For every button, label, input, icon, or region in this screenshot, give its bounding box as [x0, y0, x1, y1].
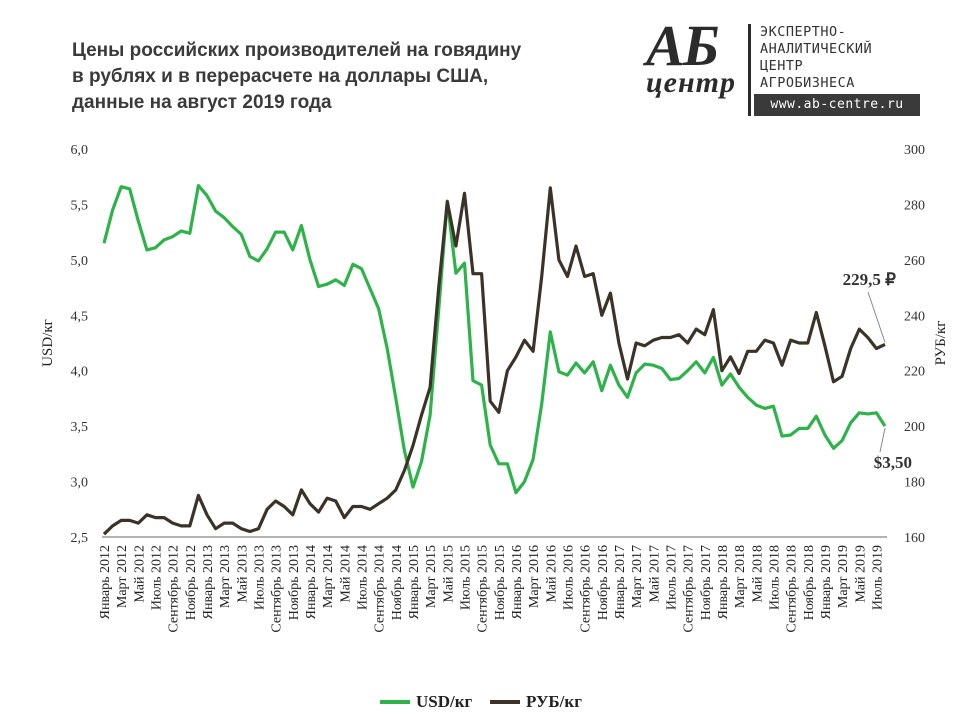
y-left-tick-label: 2,5	[71, 531, 89, 546]
legend-swatch-rub	[490, 700, 520, 704]
x-tick-label: Май 2016	[544, 545, 559, 603]
logo-divider	[748, 24, 751, 116]
x-tick-label: Сентябрь 2014	[373, 545, 388, 633]
series-line-usd	[102, 184, 887, 495]
logo-mark-ab: АБ	[646, 13, 720, 78]
y-right-tick-label: 240	[904, 309, 925, 324]
x-tick-label: Июль 2015	[458, 545, 473, 610]
series-lines	[102, 184, 887, 536]
title-line-3: данные на август 2019 года	[72, 92, 332, 113]
x-tick-label: Ноябрь 2012	[184, 545, 199, 620]
logo-org-line-2: АНАЛИТИЧЕСКИЙ	[760, 41, 873, 57]
anno-rub-last: 229,5 ₽	[843, 270, 897, 289]
legend-label-usd: USD/кг	[416, 692, 473, 711]
y-left-tick-label: 6,0	[71, 143, 89, 158]
logo-org-line-1: ЭКСПЕРТНО-	[760, 24, 847, 40]
x-tick-label: Май 2015	[441, 545, 456, 603]
x-tick-label: Июль 2014	[355, 545, 370, 610]
x-tick-label: Сентябрь 2016	[579, 545, 594, 633]
logo-url[interactable]: www.ab-centre.ru	[754, 94, 920, 116]
x-tick-label: Май 2019	[853, 545, 868, 603]
ab-centre-logo[interactable]: АБ центр ЭКСПЕРТНО- АНАЛИТИЧЕСКИЙ ЦЕНТР …	[640, 13, 930, 118]
y-right-tick-label: 160	[904, 531, 925, 546]
y-axis-right-label: РУБ/кг	[933, 321, 949, 366]
legend-label-rub: РУБ/кг	[526, 692, 582, 711]
logo-org-name: ЭКСПЕРТНО- АНАЛИТИЧЕСКИЙ ЦЕНТР АГРОБИЗНЕ…	[760, 24, 930, 92]
x-tick-label: Июль 2013	[252, 545, 267, 610]
anno-leader-usd	[879, 428, 886, 453]
x-tick-label: Январь 2017	[613, 545, 628, 619]
x-tick-label: Январь 2014	[304, 545, 319, 619]
y-left-tick-label: 4,0	[71, 365, 89, 380]
x-tick-label: Ноябрь 2014	[390, 545, 405, 620]
anno-leader-rub	[867, 291, 886, 343]
x-tick-label: Сентябрь 2015	[476, 545, 491, 633]
x-tick-label: Январь 2019	[819, 545, 834, 619]
x-tick-label: Ноябрь 2013	[287, 545, 302, 620]
x-tick-label: Июль 2017	[664, 545, 679, 610]
x-tick-label: Март 2017	[630, 545, 645, 608]
x-axis-ticks: Январь 2012 Март 2012 Май 2012 Июль 2012 Сен…	[98, 545, 885, 633]
x-tick-label: Май 2012	[132, 545, 147, 603]
x-tick-label: Январь 2016	[510, 545, 525, 619]
y-right-tick-label: 180	[904, 476, 925, 491]
y-right-tick-label: 200	[904, 420, 925, 435]
y-left-tick-label: 3,5	[71, 420, 89, 435]
logo-mark: АБ центр	[640, 13, 745, 114]
series-line-rub	[102, 186, 886, 536]
chart-title: Цены российских производителей на говяди…	[72, 38, 632, 116]
x-tick-label: Сентябрь 2018	[785, 545, 800, 633]
logo-mark-centr: центр	[646, 66, 736, 99]
x-tick-label: Июль 2019	[870, 545, 885, 610]
y-left-tick-label: 3,0	[71, 476, 89, 491]
legend-swatch-usd	[380, 700, 410, 704]
y-right-tick-label: 280	[904, 198, 925, 213]
x-tick-label: Март 2019	[836, 545, 851, 608]
y-axis-right-ticks: 160 180 200 220 240 260 280 300	[904, 143, 925, 546]
y-left-tick-label: 5,0	[71, 254, 89, 269]
x-tick-label: Май 2018	[750, 545, 765, 603]
x-tick-label: Январь 2018	[716, 545, 731, 619]
x-tick-label: Март 2016	[527, 545, 542, 608]
anno-usd-last: $3,50	[874, 453, 912, 472]
y-left-tick-label: 4,5	[71, 309, 89, 324]
legend-item-usd: USD/кг	[380, 688, 472, 716]
x-tick-label: Июль 2018	[767, 545, 782, 610]
y-right-tick-label: 220	[904, 365, 925, 380]
x-tick-label: Март 2012	[115, 545, 130, 608]
x-tick-label: Сентябрь 2012	[167, 545, 182, 633]
title-line-2: в рублях и в перерасчете на доллары США,	[72, 66, 489, 87]
x-tick-label: Май 2017	[647, 545, 662, 603]
x-tick-label: Январь 2012	[98, 545, 113, 619]
x-tick-label: Март 2013	[218, 545, 233, 608]
title-line-1: Цены российских производителей на говяди…	[72, 40, 522, 61]
logo-org-line-4: АГРОБИЗНЕСА	[760, 75, 855, 91]
x-tick-label: Июль 2012	[149, 545, 164, 610]
annotations: 229,5 ₽ $3,50	[843, 270, 912, 472]
x-tick-label: Июль 2016	[561, 545, 576, 610]
x-tick-label: Январь 2015	[407, 545, 422, 619]
logo-org-line-3: ЦЕНТР	[760, 58, 804, 74]
x-tick-label: Сентябрь 2017	[682, 545, 697, 633]
line-chart: 2,5 3,0 3,5 4,0 4,5 5,0 5,5 6,0 160 180 200 220 240…	[40, 143, 949, 633]
x-tick-label: Ноябрь 2016	[596, 545, 611, 620]
x-tick-label: Ноябрь 2015	[493, 545, 508, 620]
legend-item-rub: РУБ/кг	[490, 688, 582, 716]
x-tick-label: Май 2013	[235, 545, 250, 603]
x-tick-label: Май 2014	[338, 545, 353, 603]
x-tick-label: Ноябрь 2018	[802, 545, 817, 620]
x-tick-label: Ноябрь 2017	[699, 545, 714, 620]
x-tick-label: Март 2014	[321, 545, 336, 608]
x-tick-label: Январь 2013	[201, 545, 216, 619]
y-axis-left-ticks: 2,5 3,0 3,5 4,0 4,5 5,0 5,5 6,0	[71, 143, 89, 546]
y-axis-left-label: USD/кг	[40, 319, 56, 367]
y-left-tick-label: 5,5	[71, 198, 89, 213]
y-right-tick-label: 260	[904, 254, 925, 269]
x-tick-label: Март 2018	[733, 545, 748, 608]
chart-legend: USD/кг РУБ/кг	[0, 688, 960, 716]
x-tick-label: Март 2015	[424, 545, 439, 608]
x-tick-label: Сентябрь 2013	[270, 545, 285, 633]
y-right-tick-label: 300	[904, 143, 925, 158]
